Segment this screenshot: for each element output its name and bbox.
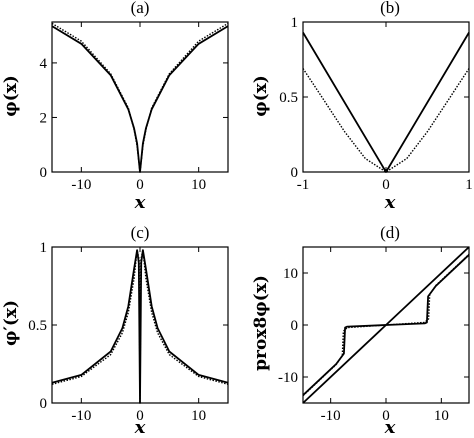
panel-a-ytick-label: 2 xyxy=(40,110,48,126)
panel-a-ytick-label: 4 xyxy=(40,56,48,72)
panel-b-label: (b) xyxy=(380,0,400,17)
panel-a-series-1-solid xyxy=(51,25,229,173)
panel-a-frame xyxy=(51,21,229,173)
panel-c-series-1-solid xyxy=(51,249,229,404)
panel-a-xtick-label: -10 xyxy=(71,177,91,193)
panel-b-series-2-dotted xyxy=(302,68,470,173)
panel-d-xtick-label: 10 xyxy=(434,408,449,424)
panel-b-xtick-label: 0 xyxy=(382,177,390,193)
panel-d-label: (d) xyxy=(380,223,400,242)
panel-c-ylabel: φ′(x) xyxy=(1,300,21,346)
panel-d-ytick-label: 10 xyxy=(283,266,298,282)
panel-c-ytick-label: 0 xyxy=(40,396,48,412)
panel-b-xlabel: x xyxy=(384,192,396,213)
panel-a-ylabel: φ(x) xyxy=(1,75,21,117)
panel-b-series-1-solid xyxy=(302,32,470,173)
panel-c-ytick-label: 1 xyxy=(40,240,48,256)
panel-b-frame xyxy=(302,21,470,173)
panel-c-label: (c) xyxy=(131,223,150,242)
panel-a-xtick-label: 10 xyxy=(191,177,206,193)
panel-b-xtick-label: -1 xyxy=(297,177,310,193)
panel-b-ylabel: φ(x) xyxy=(251,75,271,117)
panel-d-xtick-label: 0 xyxy=(382,408,390,424)
panel-c-series-2-dotted xyxy=(51,249,229,404)
panel-a-series-2-dotted xyxy=(51,22,229,173)
panel-a-xtick-label: 0 xyxy=(136,177,144,193)
panel-d-ytick-label: 0 xyxy=(291,318,299,334)
panel-c-ytick-label: 0.5 xyxy=(28,318,47,334)
panel-b-ytick-label: 0.5 xyxy=(279,90,298,106)
panel-c-xtick-label: 0 xyxy=(136,408,144,424)
panel-d-ylabel: prox8φ(x) xyxy=(251,275,271,371)
panel-b-xtick-label: 1 xyxy=(465,177,473,193)
panel-d-series-2-solid xyxy=(302,254,470,396)
panel-a-xlabel: x xyxy=(134,192,146,213)
panel-b-ytick-label: 0 xyxy=(291,165,299,181)
panel-b-ytick-label: 1 xyxy=(291,15,299,31)
panel-d-xlabel: x xyxy=(384,417,396,438)
panel-d-ytick-label: -10 xyxy=(278,370,298,386)
panel-a-label: (a) xyxy=(131,0,150,17)
panel-d-xtick-label: -10 xyxy=(321,408,341,424)
panel-c-xlabel: x xyxy=(134,417,146,438)
panel-c-xtick-label: 10 xyxy=(191,408,206,424)
panel-a-ytick-label: 0 xyxy=(40,165,48,181)
panel-c-xtick-label: -10 xyxy=(71,408,91,424)
